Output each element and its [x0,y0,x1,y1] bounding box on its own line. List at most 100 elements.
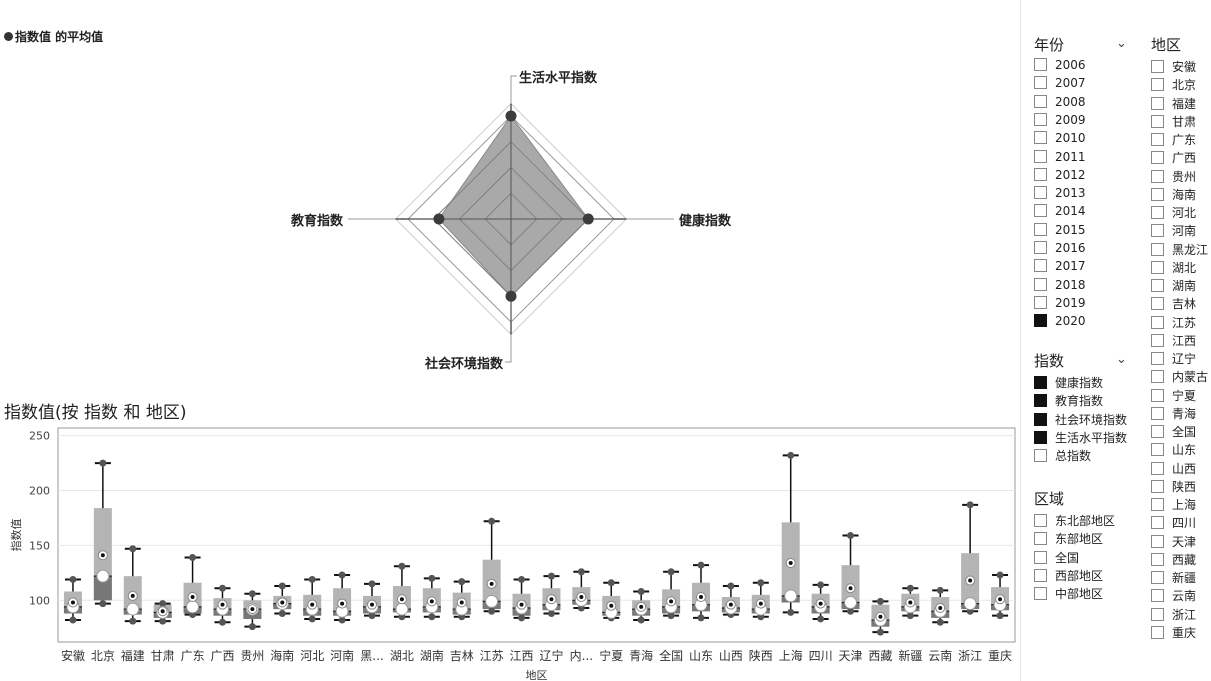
region-slicer-item[interactable]: 浙江 [1151,606,1196,624]
region-slicer-item[interactable]: 甘肃 [1151,113,1196,131]
region-slicer-item[interactable]: 河北 [1151,204,1196,222]
region-slicer-item[interactable]: 云南 [1151,587,1196,605]
year-slicer-item[interactable]: 2020 [1034,314,1086,332]
year-slicer-item[interactable]: 2011 [1034,149,1086,168]
checkbox-icon[interactable] [1151,78,1164,92]
zone-slicer-item[interactable]: 全国 [1034,549,1079,567]
region-slicer-item[interactable]: 黑龙江 [1151,241,1208,259]
checkbox-icon[interactable] [1151,352,1164,365]
checkbox-icon[interactable] [1151,607,1164,621]
zone-slicer-item[interactable]: 东北部地区 [1034,512,1115,530]
checkbox-icon[interactable] [1034,241,1047,254]
checkbox-icon[interactable] [1151,151,1164,165]
year-slicer-item[interactable]: 2014 [1034,204,1086,222]
region-slicer-item[interactable]: 青海 [1151,405,1196,423]
year-slicer-item[interactable]: 2019 [1034,295,1086,314]
region-slicer-item[interactable]: 山东 [1151,441,1196,459]
checkbox-icon[interactable] [1151,333,1164,347]
checkbox-icon[interactable] [1151,60,1164,73]
checkbox-icon[interactable] [1034,394,1047,408]
region-slicer-item[interactable]: 安徽 [1151,58,1196,76]
region-slicer-item[interactable]: 福建 [1151,95,1196,113]
region-slicer-item[interactable]: 重庆 [1151,624,1196,642]
year-slicer-item[interactable]: 2008 [1034,94,1086,113]
checkbox-icon[interactable] [1151,279,1164,292]
index-slicer-item[interactable]: 健康指数 [1034,374,1103,392]
checkbox-icon[interactable] [1151,169,1164,183]
checkbox-icon[interactable] [1151,370,1164,384]
checkbox-icon[interactable] [1151,206,1164,219]
checkbox-icon[interactable] [1151,425,1164,438]
checkbox-icon[interactable] [1034,131,1047,145]
checkbox-icon[interactable] [1034,568,1047,582]
checkbox-icon[interactable] [1034,149,1047,163]
checkbox-icon[interactable] [1151,297,1164,311]
region-slicer-item[interactable]: 辽宁 [1151,350,1196,368]
checkbox-icon[interactable] [1151,589,1164,603]
region-slicer-item[interactable]: 湖北 [1151,259,1196,277]
region-slicer-item[interactable]: 广西 [1151,149,1196,167]
index-slicer-item[interactable]: 总指数 [1034,447,1091,465]
checkbox-icon[interactable] [1034,514,1047,527]
checkbox-icon[interactable] [1034,295,1047,309]
checkbox-icon[interactable] [1034,76,1047,90]
checkbox-icon[interactable] [1034,204,1047,218]
checkbox-icon[interactable] [1151,315,1164,329]
region-slicer-item[interactable]: 河南 [1151,222,1196,240]
year-slicer-chevron-down-icon[interactable]: ⌄ [1116,36,1127,51]
checkbox-icon[interactable] [1034,58,1047,71]
region-slicer-item[interactable]: 新疆 [1151,569,1196,587]
region-slicer-item[interactable]: 广东 [1151,131,1196,149]
index-slicer-item[interactable]: 社会环境指数 [1034,411,1127,429]
region-slicer-item[interactable]: 陕西 [1151,478,1196,496]
region-slicer-item[interactable]: 江苏 [1151,314,1196,332]
region-slicer-item[interactable]: 吉林 [1151,295,1196,313]
checkbox-icon[interactable] [1034,112,1047,126]
checkbox-icon[interactable] [1034,94,1047,108]
checkbox-icon[interactable] [1151,224,1164,238]
year-slicer-item[interactable]: 2009 [1034,112,1086,131]
checkbox-icon[interactable] [1034,186,1047,200]
checkbox-icon[interactable] [1034,449,1047,463]
checkbox-icon[interactable] [1151,133,1164,146]
checkbox-icon[interactable] [1151,242,1164,256]
region-slicer-item[interactable]: 北京 [1151,76,1196,94]
region-slicer-item[interactable]: 海南 [1151,186,1196,204]
year-slicer-item[interactable]: 2018 [1034,277,1086,296]
checkbox-icon[interactable] [1151,516,1164,530]
checkbox-icon[interactable] [1034,167,1047,181]
region-slicer-item[interactable]: 全国 [1151,423,1196,441]
checkbox-icon[interactable] [1151,552,1164,566]
region-slicer-item[interactable]: 江西 [1151,332,1196,350]
checkbox-icon[interactable] [1151,534,1164,548]
year-slicer-item[interactable]: 2015 [1034,222,1086,241]
checkbox-icon[interactable] [1034,550,1047,564]
checkbox-icon[interactable] [1151,625,1164,639]
checkbox-icon[interactable] [1151,96,1164,110]
year-slicer-item[interactable]: 2006 [1034,58,1086,76]
region-slicer-item[interactable]: 西藏 [1151,551,1196,569]
checkbox-icon[interactable] [1034,277,1047,291]
checkbox-icon[interactable] [1034,587,1047,601]
checkbox-icon[interactable] [1151,406,1164,420]
year-slicer-item[interactable]: 2012 [1034,167,1086,186]
region-slicer-item[interactable]: 四川 [1151,514,1196,532]
checkbox-icon[interactable] [1151,388,1164,402]
checkbox-icon[interactable] [1151,114,1164,128]
checkbox-icon[interactable] [1151,260,1164,274]
checkbox-icon[interactable] [1151,571,1164,584]
checkbox-icon[interactable] [1034,532,1047,546]
year-slicer-item[interactable]: 2016 [1034,241,1086,259]
checkbox-icon[interactable] [1034,259,1047,273]
checkbox-icon[interactable] [1034,222,1047,236]
year-slicer-item[interactable]: 2013 [1034,186,1086,204]
region-slicer-item[interactable]: 宁夏 [1151,387,1196,405]
region-slicer-item[interactable]: 上海 [1151,496,1196,514]
index-slicer-item[interactable]: 生活水平指数 [1034,429,1127,447]
checkbox-icon[interactable] [1034,430,1047,444]
checkbox-icon[interactable] [1034,376,1047,389]
zone-slicer-item[interactable]: 中部地区 [1034,585,1103,603]
checkbox-icon[interactable] [1034,314,1047,328]
region-slicer-item[interactable]: 山西 [1151,460,1196,478]
region-slicer-item[interactable]: 内蒙古 [1151,368,1208,386]
